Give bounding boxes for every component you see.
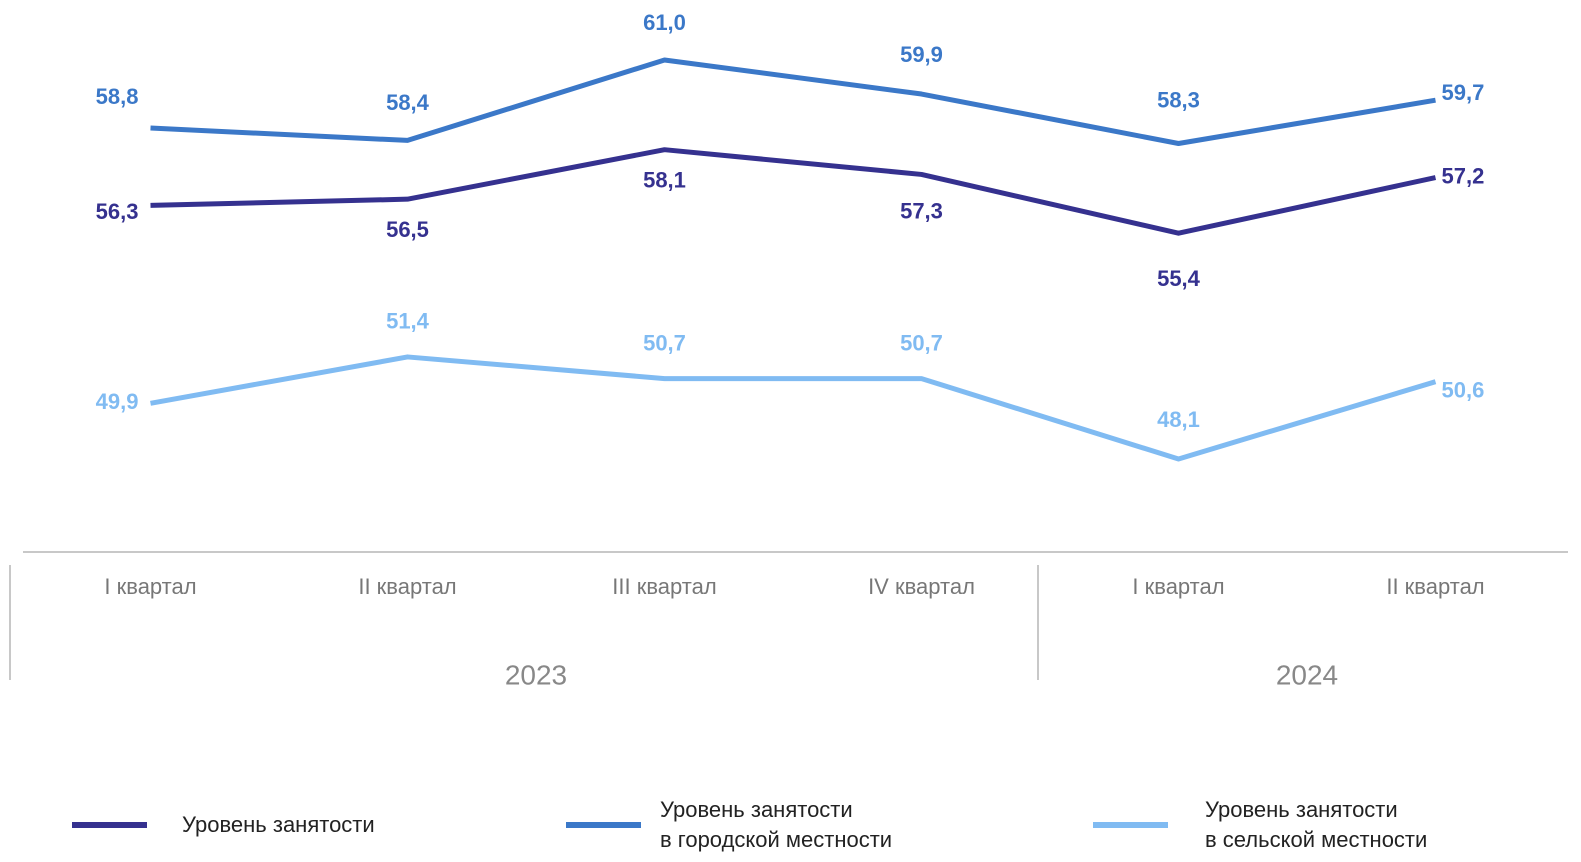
legend-label: Уровень занятости в сельской местности [1205, 797, 1428, 852]
x-tick-label: I квартал [1132, 574, 1224, 599]
data-label: 58,8 [96, 84, 139, 109]
x-tick-label: III квартал [612, 574, 716, 599]
line-series [150, 57, 1436, 147]
data-label: 50,6 [1442, 377, 1485, 402]
x-tick-label: I квартал [104, 574, 196, 599]
data-label: 61,0 [643, 10, 686, 35]
data-label: 57,2 [1442, 163, 1485, 188]
line-series [150, 147, 1437, 236]
data-label: 58,1 [643, 168, 686, 193]
data-label: 59,7 [1442, 80, 1485, 105]
data-label: 50,7 [900, 330, 943, 355]
data-label: 57,3 [900, 198, 943, 223]
data-label: 56,3 [96, 199, 139, 224]
line-series [150, 354, 1437, 462]
data-label: 51,4 [386, 309, 430, 334]
legend-label: Уровень занятости [182, 812, 375, 837]
data-label: 55,4 [1157, 266, 1201, 291]
group-label: 2024 [1276, 659, 1338, 690]
x-tick-label: II квартал [358, 574, 456, 599]
x-tick-label: II квартал [1386, 574, 1484, 599]
data-label: 49,9 [96, 389, 139, 414]
group-label: 2023 [505, 659, 567, 690]
x-tick-label: IV квартал [868, 574, 975, 599]
data-label: 56,5 [386, 217, 429, 242]
data-label: 58,3 [1157, 87, 1200, 112]
data-label: 58,4 [386, 90, 430, 115]
data-label: 59,9 [900, 42, 943, 67]
data-label: 48,1 [1157, 407, 1200, 432]
data-label: 50,7 [643, 330, 686, 355]
legend-label: Уровень занятости в городской местности [660, 797, 893, 852]
